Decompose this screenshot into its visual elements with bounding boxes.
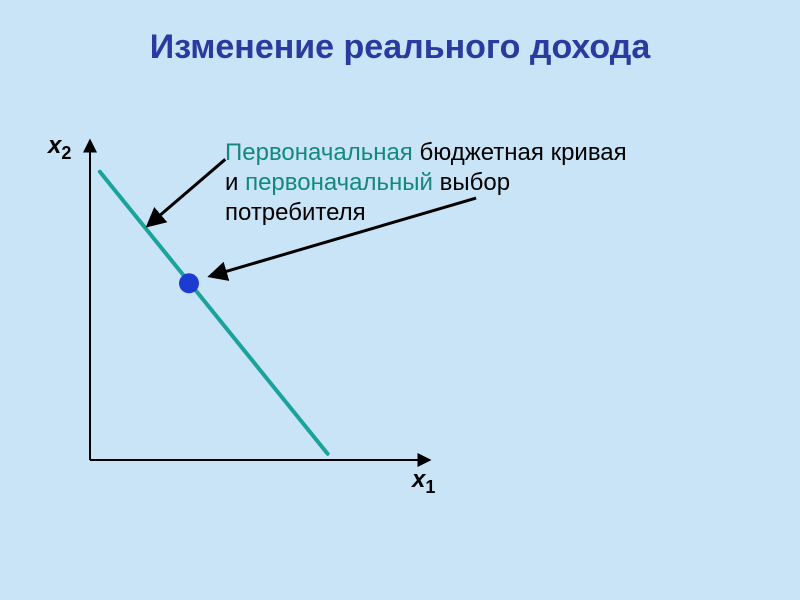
legend-text-4: потребителя: [225, 199, 366, 226]
legend-keyword-2: первоначальный: [245, 169, 433, 196]
x-axis-label-sub: 1: [425, 477, 435, 497]
legend-line-1: Первоначальная бюджетная кривая: [225, 138, 627, 168]
x-axis-label-var: x: [412, 466, 425, 493]
legend-keyword-1: Первоначальная: [225, 139, 413, 166]
legend-text-2: и: [225, 169, 245, 196]
y-axis-label: x2: [48, 132, 71, 164]
slide-root: Изменение реального дохода x2 x1 Первона…: [0, 0, 800, 600]
y-axis-label-sub: 2: [61, 143, 71, 163]
x-axis-label: x1: [412, 466, 435, 498]
legend-text: Первоначальная бюджетная кривая и первон…: [225, 138, 627, 228]
legend-text-1: бюджетная кривая: [413, 139, 627, 166]
legend-line-3: потребителя: [225, 198, 627, 228]
legend-line-2: и первоначальный выбор: [225, 168, 627, 198]
legend-text-3: выбор: [433, 169, 510, 196]
y-axis-label-var: x: [48, 132, 61, 159]
slide-title: Изменение реального дохода: [0, 28, 800, 67]
